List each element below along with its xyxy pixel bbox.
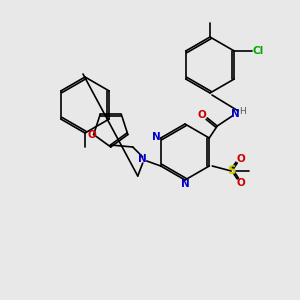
Text: N: N <box>231 109 240 119</box>
Text: N: N <box>138 154 147 164</box>
Text: O: O <box>237 154 246 164</box>
Text: S: S <box>227 164 236 178</box>
Text: O: O <box>237 178 246 188</box>
Text: O: O <box>198 110 207 120</box>
Text: N: N <box>181 179 189 189</box>
Text: O: O <box>87 130 96 140</box>
Text: N: N <box>152 132 161 142</box>
Text: Cl: Cl <box>253 46 264 56</box>
Text: H: H <box>239 107 246 116</box>
